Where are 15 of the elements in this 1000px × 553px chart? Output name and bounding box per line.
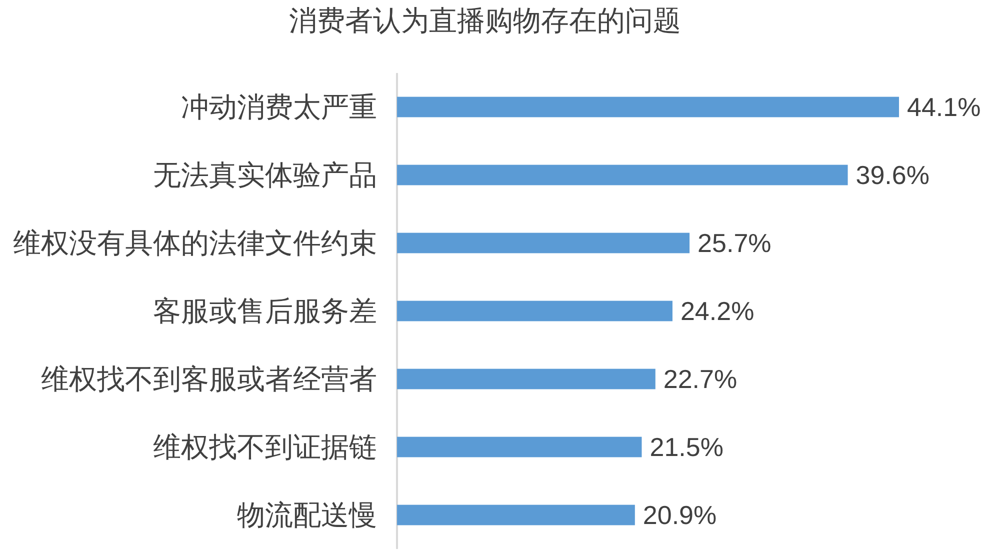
value-label: 25.7%: [698, 228, 772, 258]
value-label: 24.2%: [680, 296, 754, 326]
value-label: 21.5%: [650, 432, 724, 462]
value-label: 22.7%: [663, 364, 738, 394]
title: 消费者认为直播购物存在的问题: [289, 5, 681, 36]
value-label: 20.9%: [642, 500, 717, 530]
tick-label-y: 客服或售后服务差: [153, 296, 377, 326]
tick-label-y: 维权没有具体的法律文件约束: [13, 228, 377, 258]
tick-label-y: 物流配送慢: [237, 500, 377, 530]
tick-label-y: 无法真实体验产品: [153, 160, 377, 190]
value-label: 44.1%: [907, 92, 981, 122]
tick-label-y: 冲动消费太严重: [181, 92, 377, 122]
tick-label-y: 维权找不到证据链: [153, 432, 377, 462]
value-label: 39.6%: [856, 160, 930, 190]
tick-label-y: 维权找不到客服或者经营者: [41, 364, 377, 394]
